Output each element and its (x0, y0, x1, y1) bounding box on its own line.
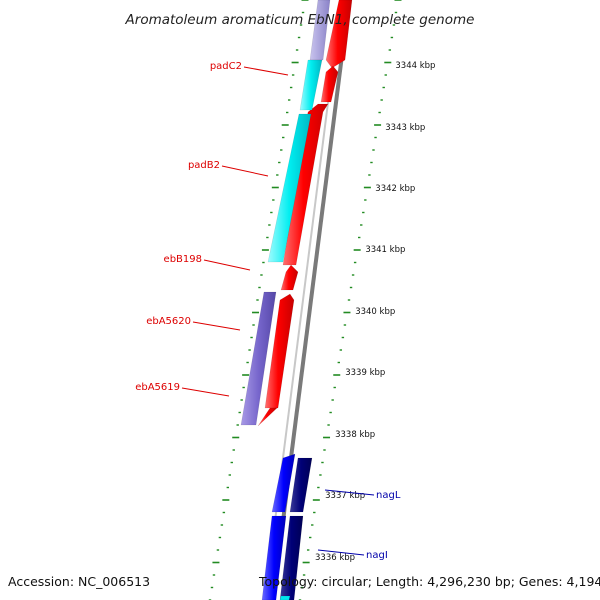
feature-red-cds (280, 264, 299, 291)
gene-leader-line (324, 489, 375, 496)
outer-dotted-scale (298, 0, 402, 600)
feature-red-cds (325, 0, 353, 69)
feature-navy-cds (289, 457, 313, 513)
gene-label: padC2 (210, 61, 242, 72)
feature-cyan-padB2 (267, 113, 312, 263)
scale-labels: 3344 kbp 3343 kbp 3342 kbp 3341 kbp 3340 kbp… (315, 61, 435, 563)
gene-label: ebA5620 (146, 316, 191, 327)
feature-red-cds (257, 407, 278, 427)
topology-text: Topology: circular; Length: 4,296,230 bp… (258, 574, 600, 589)
gene-leader-line (192, 321, 241, 331)
scale-tick-label: 3337 kbp (325, 491, 365, 501)
gene-leader-line (203, 259, 251, 271)
feature-red-cds (320, 65, 339, 103)
gene-leader-line (317, 549, 365, 556)
feature-track (240, 0, 353, 600)
scale-tick-label: 3340 kbp (355, 307, 395, 317)
feature-lavender-top (309, 0, 331, 61)
gene-leader-line (221, 165, 269, 177)
gene-label: nagI (366, 550, 388, 561)
gene-leader-line (181, 387, 230, 397)
feature-cyan-bottom (279, 595, 291, 600)
scale-tick-label: 3344 kbp (395, 61, 435, 71)
gene-labels: padC2 padB2 ebB198 ebA5620 ebA5619 nagL nagI (135, 61, 401, 561)
inner-dotted-scale (208, 0, 309, 600)
feature-red-cds (282, 103, 329, 266)
gene-label: ebB198 (164, 254, 202, 265)
feature-blue-cds (261, 515, 287, 600)
scale-tick-label: 3339 kbp (345, 368, 385, 378)
feature-blue-cds (271, 453, 296, 513)
map-title: Aromatoleum aromaticum EbN1, complete ge… (125, 12, 475, 28)
gene-label: nagL (376, 490, 401, 501)
scale-tick-label: 3336 kbp (315, 553, 355, 563)
accession-text: Accession: NC_006513 (8, 574, 150, 589)
feature-navy-cds (279, 515, 304, 600)
gene-label: padB2 (188, 160, 220, 171)
scale-tick-label: 3341 kbp (365, 245, 405, 255)
feature-cyan-padC2 (299, 59, 323, 111)
feature-lavender-ebA5620 (240, 291, 277, 426)
gene-leader-line (243, 66, 289, 76)
scale-tick-label: 3338 kbp (335, 430, 375, 440)
gene-label: ebA5619 (135, 382, 180, 393)
scale-tick-label: 3343 kbp (385, 123, 425, 133)
scale-tick-label: 3342 kbp (375, 184, 415, 194)
